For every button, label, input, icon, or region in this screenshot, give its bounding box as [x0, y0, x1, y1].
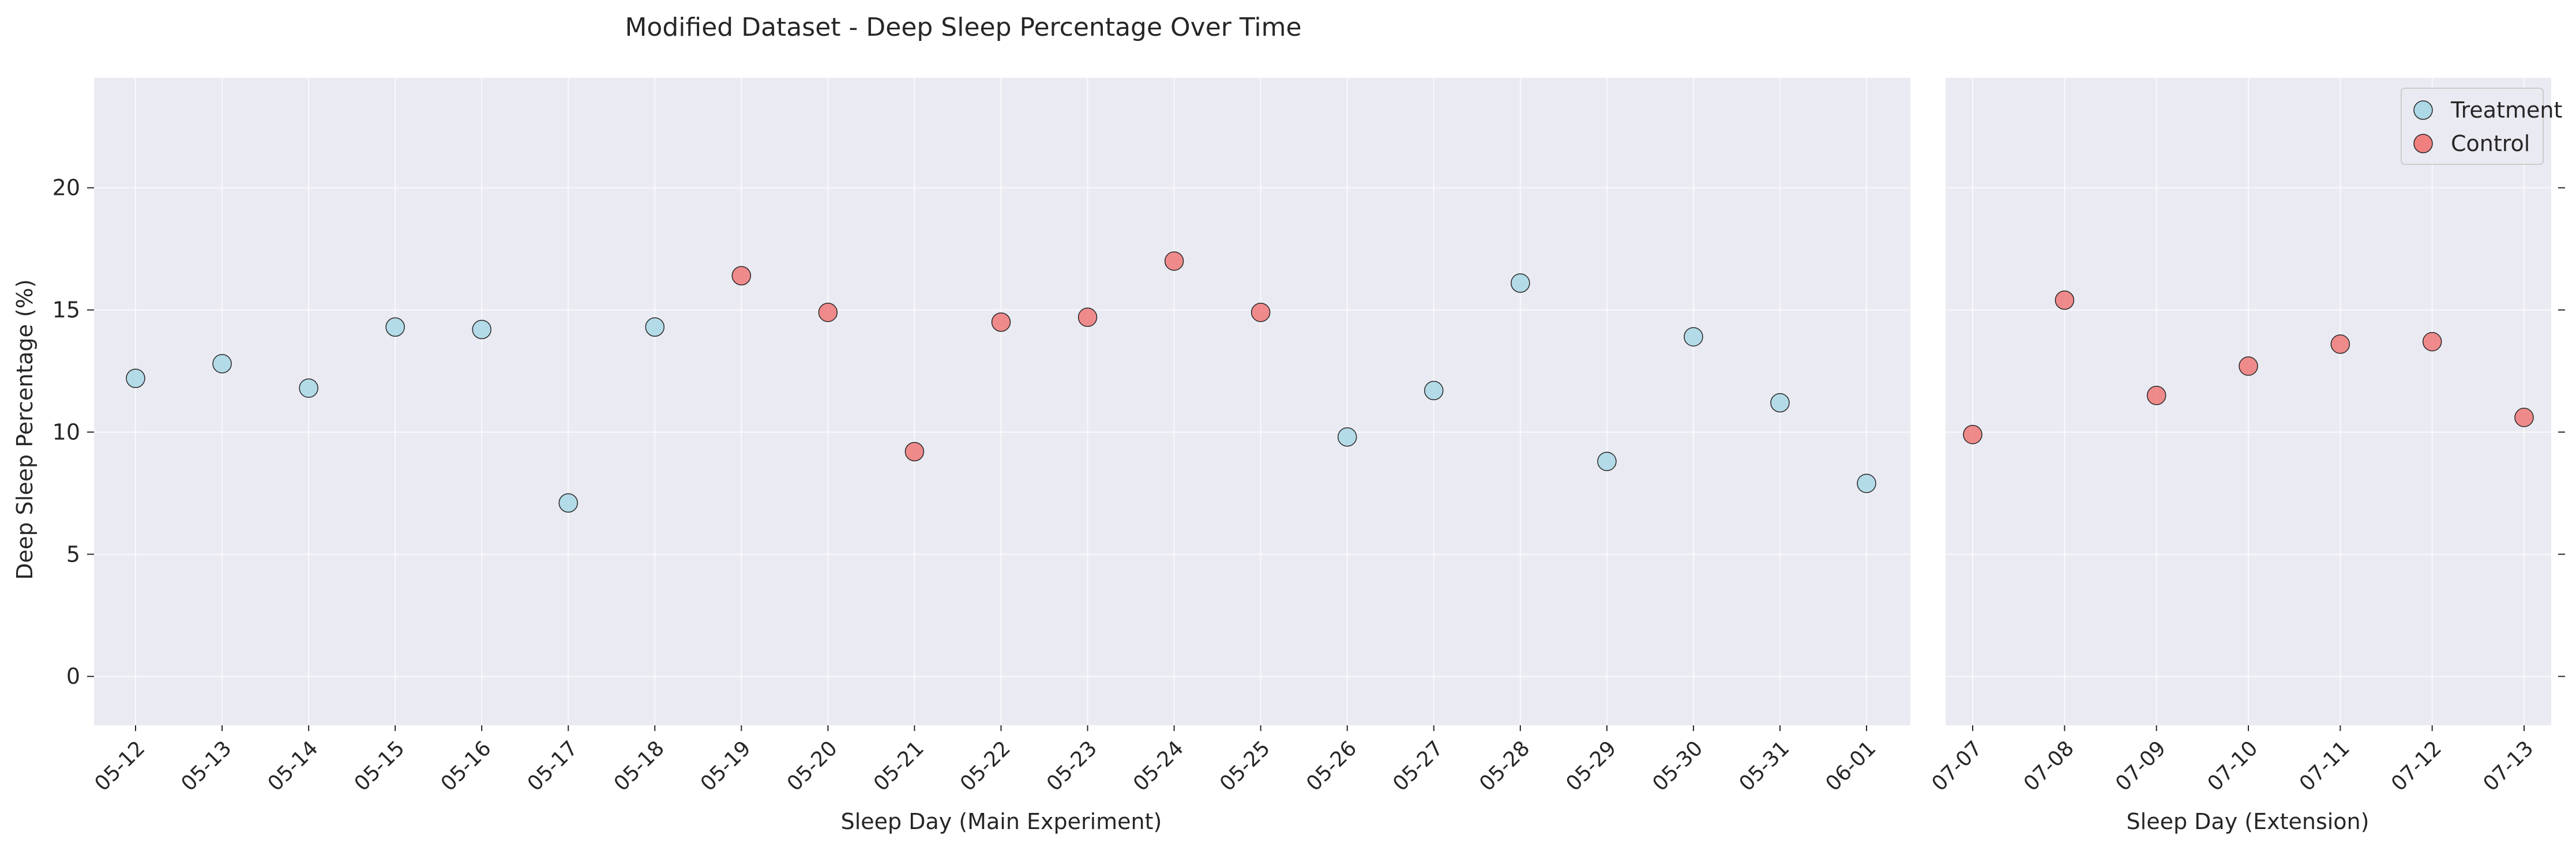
x-tick-label: 05-28 — [1475, 736, 1534, 796]
chart-title: Modified Dataset - Deep Sleep Percentage… — [625, 13, 1301, 42]
y-tick-label: 5 — [66, 541, 80, 567]
x-tick-label: 07-12 — [2387, 736, 2446, 796]
x-axis-label-extension: Sleep Day (Extension) — [2127, 809, 2370, 834]
data-point-control — [2146, 386, 2166, 405]
data-point-treatment — [1424, 381, 1444, 401]
y-tick-label: 10 — [52, 419, 80, 445]
data-point-control — [818, 303, 838, 322]
x-tick-label: 05-13 — [177, 736, 236, 796]
x-tick-label: 05-25 — [1215, 736, 1275, 796]
data-point-treatment — [645, 317, 665, 337]
x-tick-label: 05-15 — [350, 736, 410, 796]
data-point-control — [2330, 334, 2350, 354]
x-tick-label: 05-30 — [1648, 736, 1707, 796]
data-point-control — [1164, 251, 1184, 271]
data-point-control — [1251, 303, 1271, 322]
y-tick-label: 15 — [52, 297, 80, 323]
x-tick-label: 05-26 — [1302, 736, 1361, 796]
data-point-treatment — [299, 378, 318, 398]
x-tick-label: 05-14 — [264, 736, 323, 796]
x-tick-label: 06-01 — [1822, 736, 1881, 796]
x-tick-label: 07-11 — [2295, 736, 2355, 796]
data-point-treatment — [1597, 451, 1617, 472]
x-tick-label: 05-19 — [696, 736, 756, 796]
data-point-treatment — [1684, 327, 1703, 346]
data-point-control — [2514, 408, 2534, 427]
x-axis-label-main: Sleep Day (Main Experiment) — [841, 809, 1162, 834]
x-tick-label: 07-08 — [2019, 736, 2079, 796]
x-tick-label: 05-20 — [783, 736, 842, 796]
data-point-control — [1963, 424, 1982, 445]
x-tick-label: 05-27 — [1388, 736, 1448, 796]
x-tick-label: 05-23 — [1042, 736, 1102, 796]
legend-label-control: Control — [2451, 131, 2530, 156]
data-point-control — [2055, 290, 2075, 310]
data-point-control — [2422, 332, 2442, 352]
legend-marker-control — [2413, 134, 2433, 153]
data-point-control — [991, 312, 1011, 332]
x-tick-label: 05-31 — [1734, 736, 1794, 796]
data-point-control — [731, 266, 752, 286]
data-point-treatment — [558, 493, 578, 513]
x-tick-label: 05-22 — [956, 736, 1015, 796]
x-tick-label: 07-10 — [2203, 736, 2263, 796]
data-point-treatment — [1337, 427, 1357, 447]
x-tick-label: 05-16 — [437, 736, 496, 796]
data-point-treatment — [385, 317, 405, 337]
x-tick-label: 05-24 — [1129, 736, 1188, 796]
y-tick-label: 20 — [52, 175, 80, 201]
x-tick-label: 07-13 — [2479, 736, 2539, 796]
y-tick-label: 0 — [66, 664, 80, 689]
x-tick-label: 05-17 — [523, 736, 583, 796]
data-point-control — [1077, 307, 1098, 327]
data-point-treatment — [1770, 393, 1790, 413]
plot-area-main — [94, 78, 1910, 725]
data-point-treatment — [212, 354, 232, 374]
data-point-treatment — [1511, 273, 1530, 293]
data-point-treatment — [126, 368, 145, 388]
x-tick-label: 07-09 — [2111, 736, 2171, 796]
x-tick-label: 05-18 — [610, 736, 669, 796]
x-tick-label: 05-29 — [1561, 736, 1621, 796]
data-point-treatment — [472, 319, 491, 340]
data-point-treatment — [1857, 473, 1876, 494]
legend-box — [2401, 88, 2544, 165]
data-point-control — [904, 442, 925, 462]
x-tick-label: 07-07 — [1928, 736, 1987, 796]
legend-marker-treatment — [2413, 100, 2433, 120]
x-tick-label: 05-21 — [869, 736, 929, 796]
x-tick-label: 05-12 — [91, 736, 150, 796]
y-axis-label: Deep Sleep Percentage (%) — [12, 279, 37, 579]
data-point-control — [2239, 356, 2258, 376]
legend-label-treatment: Treatment — [2450, 97, 2562, 123]
